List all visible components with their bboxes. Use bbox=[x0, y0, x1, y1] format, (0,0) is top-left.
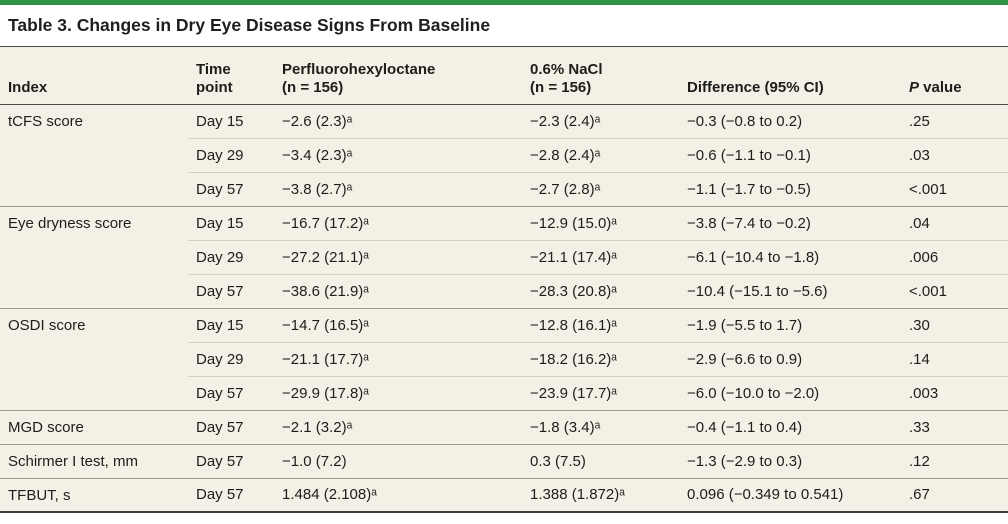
time-cell: Day 29 bbox=[188, 137, 274, 172]
drug-value-cell: 1.484 (2.108)ᵃ bbox=[274, 477, 522, 512]
drug-value-cell: −3.4 (2.3)ᵃ bbox=[274, 137, 522, 172]
time-cell: Day 15 bbox=[188, 205, 274, 240]
col-header-difference: Difference (95% CI) bbox=[679, 47, 901, 105]
drug-value-cell: −2.1 (3.2)ᵃ bbox=[274, 409, 522, 444]
drug-value-cell: −27.2 (21.1)ᵃ bbox=[274, 239, 522, 274]
table-row: Eye dryness score Day 15 −16.7 (17.2)ᵃ −… bbox=[0, 205, 1008, 308]
difference-cell: −1.3 (−2.9 to 0.3) bbox=[679, 443, 901, 478]
p-value-cell: <.001 bbox=[901, 273, 1008, 308]
nacl-value-cell: −23.9 (17.7)ᵃ bbox=[522, 375, 679, 410]
drug-value-cell: −2.6 (2.3)ᵃ bbox=[282, 112, 353, 130]
nacl-value-cell: −28.3 (20.8)ᵃ bbox=[522, 273, 679, 308]
drug-value-cell: −16.7 (17.2)ᵃ bbox=[274, 205, 522, 240]
nacl-value-cell: −1.8 (3.4)ᵃ bbox=[522, 409, 679, 444]
difference-cell: −6.1 (−10.4 to −1.8) bbox=[679, 239, 901, 274]
time-cell: Day 29 bbox=[188, 341, 274, 376]
p-value-cell: .03 bbox=[901, 137, 1008, 172]
difference-cell: −1.9 (−5.5 to 1.7) bbox=[679, 307, 901, 342]
difference-cell: −2.9 (−6.6 to 0.9) bbox=[679, 341, 901, 376]
difference-cell: −0.4 (−1.1 to 0.4) bbox=[679, 409, 901, 444]
table-row: Day 57 −38.6 (21.9)ᵃ −28.3 (20.8)ᵃ −10.4… bbox=[0, 273, 1008, 308]
nacl-value-cell: 1.388 (1.872)ᵃ bbox=[522, 477, 679, 512]
p-value-cell: .67 bbox=[901, 477, 1008, 512]
accent-bar bbox=[0, 0, 1008, 5]
index-cell: OSDI score bbox=[0, 307, 188, 410]
index-cell: TFBUT, s bbox=[0, 477, 188, 512]
time-cell: Day 29 bbox=[188, 239, 274, 274]
drug-value-cell: −1.0 (7.2) bbox=[274, 443, 522, 478]
difference-cell: −6.0 (−10.0 to −2.0) bbox=[679, 375, 901, 410]
table-row: tCFS score Day 15 −2.6 (2.3)ᵃ −2.3 (2.4)… bbox=[0, 104, 1008, 138]
index-cell: tCFS score bbox=[8, 112, 84, 130]
time-cell: Day 57 bbox=[188, 375, 274, 410]
col-header-index: Index bbox=[0, 47, 188, 105]
time-cell: Day 57 bbox=[188, 409, 274, 444]
drug-value-cell: −3.8 (2.7)ᵃ bbox=[274, 171, 522, 206]
table-row: OSDI score Day 15 −14.7 (16.5)ᵃ −12.8 (1… bbox=[0, 307, 1008, 410]
header-row: Index Time point Perfluorohexyloctane (n =… bbox=[0, 47, 1008, 105]
p-value-cell: .33 bbox=[901, 409, 1008, 444]
table-row: Day 57 −29.9 (17.8)ᵃ −23.9 (17.7)ᵃ −6.0 … bbox=[0, 375, 1008, 410]
drug-value-cell: −29.9 (17.8)ᵃ bbox=[274, 375, 522, 410]
p-value-cell: .14 bbox=[901, 341, 1008, 376]
p-value-cell: .003 bbox=[901, 375, 1008, 410]
time-cell: Day 15 bbox=[196, 112, 244, 130]
col-header-nacl: 0.6% NaCl (n = 156) bbox=[522, 47, 679, 105]
data-table: Index Time point Perfluorohexyloctane (n =… bbox=[0, 47, 1008, 513]
index-cell: Schirmer I test, mm bbox=[0, 443, 188, 478]
header-line: point bbox=[196, 78, 233, 96]
col-header-time-point: Time point bbox=[188, 47, 274, 105]
header-line: Time bbox=[196, 61, 231, 79]
nacl-value-cell: −12.8 (16.1)ᵃ bbox=[522, 307, 679, 342]
table-title: Table 3. Changes in Dry Eye Disease Sign… bbox=[0, 5, 1008, 47]
time-cell: Day 57 bbox=[188, 443, 274, 478]
nacl-value-cell: −2.8 (2.4)ᵃ bbox=[522, 137, 679, 172]
difference-cell: −3.8 (−7.4 to −0.2) bbox=[679, 205, 901, 240]
time-cell: Day 57 bbox=[188, 273, 274, 308]
table-row: Day 29 −27.2 (21.1)ᵃ −21.1 (17.4)ᵃ −6.1 … bbox=[0, 239, 1008, 274]
p-value-cell: .006 bbox=[901, 239, 1008, 274]
difference-cell: 0.096 (−0.349 to 0.541) bbox=[679, 477, 901, 512]
p-value-cell: .25 bbox=[909, 112, 930, 130]
drug-value-cell: −14.7 (16.5)ᵃ bbox=[274, 307, 522, 342]
difference-cell: −0.6 (−1.1 to −0.1) bbox=[679, 137, 901, 172]
table-row: MGD score Day 57 −2.1 (3.2)ᵃ −1.8 (3.4)ᵃ… bbox=[0, 409, 1008, 444]
drug-value-cell: −21.1 (17.7)ᵃ bbox=[274, 341, 522, 376]
p-value-cell: .12 bbox=[901, 443, 1008, 478]
table-row: Day 29 −3.4 (2.3)ᵃ −2.8 (2.4)ᵃ −0.6 (−1.… bbox=[0, 137, 1008, 172]
time-cell: Day 15 bbox=[188, 307, 274, 342]
nacl-value-cell: −2.7 (2.8)ᵃ bbox=[522, 171, 679, 206]
time-cell: Day 57 bbox=[188, 171, 274, 206]
nacl-value-cell: −12.9 (15.0)ᵃ bbox=[522, 205, 679, 240]
header-line: (n = 156) bbox=[530, 78, 592, 96]
p-italic: P bbox=[909, 78, 920, 96]
table-row: Schirmer I test, mm Day 57 −1.0 (7.2) 0.… bbox=[0, 443, 1008, 478]
table-row: Day 57 −3.8 (2.7)ᵃ −2.7 (2.8)ᵃ −1.1 (−1.… bbox=[0, 171, 1008, 206]
p-value-cell: .04 bbox=[901, 205, 1008, 240]
nacl-value-cell: 0.3 (7.5) bbox=[522, 443, 679, 478]
header-line: (n = 156) bbox=[282, 78, 344, 96]
col-header-perfluorohexyloctane: Perfluorohexyloctane (n = 156) bbox=[274, 47, 522, 105]
p-rest: value bbox=[919, 78, 962, 96]
p-value-cell: .30 bbox=[901, 307, 1008, 342]
nacl-value-cell: −21.1 (17.4)ᵃ bbox=[522, 239, 679, 274]
col-header-p-value: P value bbox=[901, 47, 1008, 105]
index-cell: MGD score bbox=[0, 409, 188, 444]
drug-value-cell: −38.6 (21.9)ᵃ bbox=[274, 273, 522, 308]
difference-cell: −0.3 (−0.8 to 0.2) bbox=[687, 112, 803, 130]
nacl-value-cell: −2.3 (2.4)ᵃ bbox=[530, 112, 601, 130]
time-cell: Day 57 bbox=[188, 477, 274, 512]
p-value-cell: <.001 bbox=[901, 171, 1008, 206]
index-cell: Eye dryness score bbox=[0, 205, 188, 308]
table-row: Day 29 −21.1 (17.7)ᵃ −18.2 (16.2)ᵃ −2.9 … bbox=[0, 341, 1008, 376]
table-row: TFBUT, s Day 57 1.484 (2.108)ᵃ 1.388 (1.… bbox=[0, 477, 1008, 512]
nacl-value-cell: −18.2 (16.2)ᵃ bbox=[522, 341, 679, 376]
difference-cell: −1.1 (−1.7 to −0.5) bbox=[679, 171, 901, 206]
header-line: Perfluorohexyloctane bbox=[282, 61, 436, 79]
difference-cell: −10.4 (−15.1 to −5.6) bbox=[679, 273, 901, 308]
header-line: 0.6% NaCl bbox=[530, 61, 603, 79]
